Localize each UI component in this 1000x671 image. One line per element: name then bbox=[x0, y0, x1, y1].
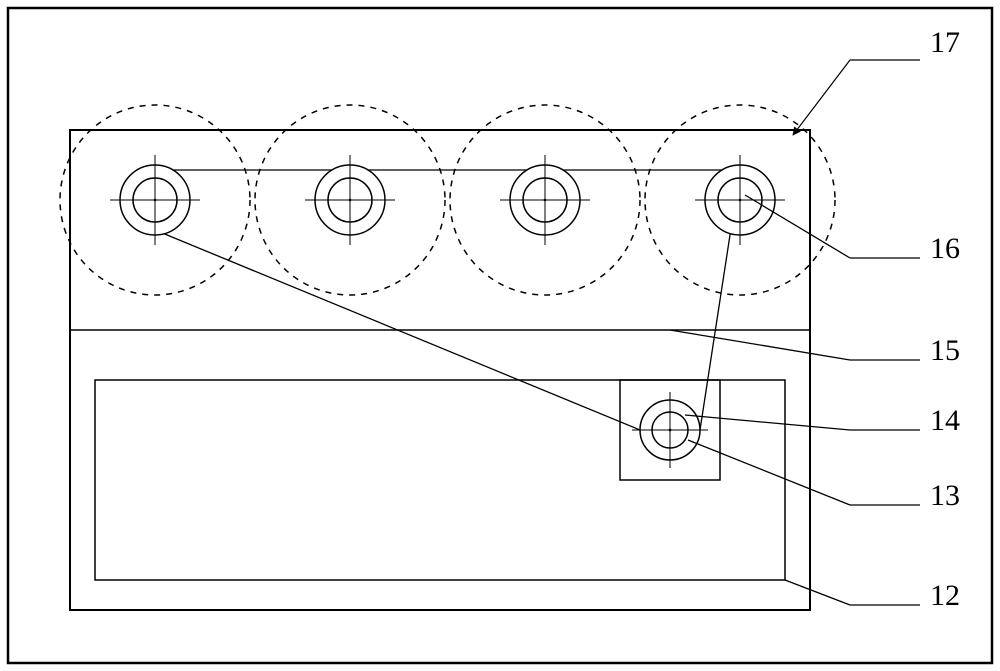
label-16: 16 bbox=[930, 232, 960, 265]
wheel-hub-3-center bbox=[739, 199, 742, 202]
wheel-hub-1-center bbox=[349, 199, 352, 202]
motor-pulley-center bbox=[669, 429, 672, 432]
label-15: 15 bbox=[930, 334, 960, 367]
label-17: 17 bbox=[930, 26, 960, 59]
label-13: 13 bbox=[930, 479, 960, 512]
leader-arrow-17 bbox=[793, 60, 850, 135]
label-12: 12 bbox=[930, 579, 960, 612]
label-14: 14 bbox=[930, 404, 960, 437]
technical-drawing: 17 16 15 14 13 12 bbox=[0, 0, 1000, 671]
wheel-hub-0-center bbox=[154, 199, 157, 202]
wheel-hub-2-center bbox=[544, 199, 547, 202]
